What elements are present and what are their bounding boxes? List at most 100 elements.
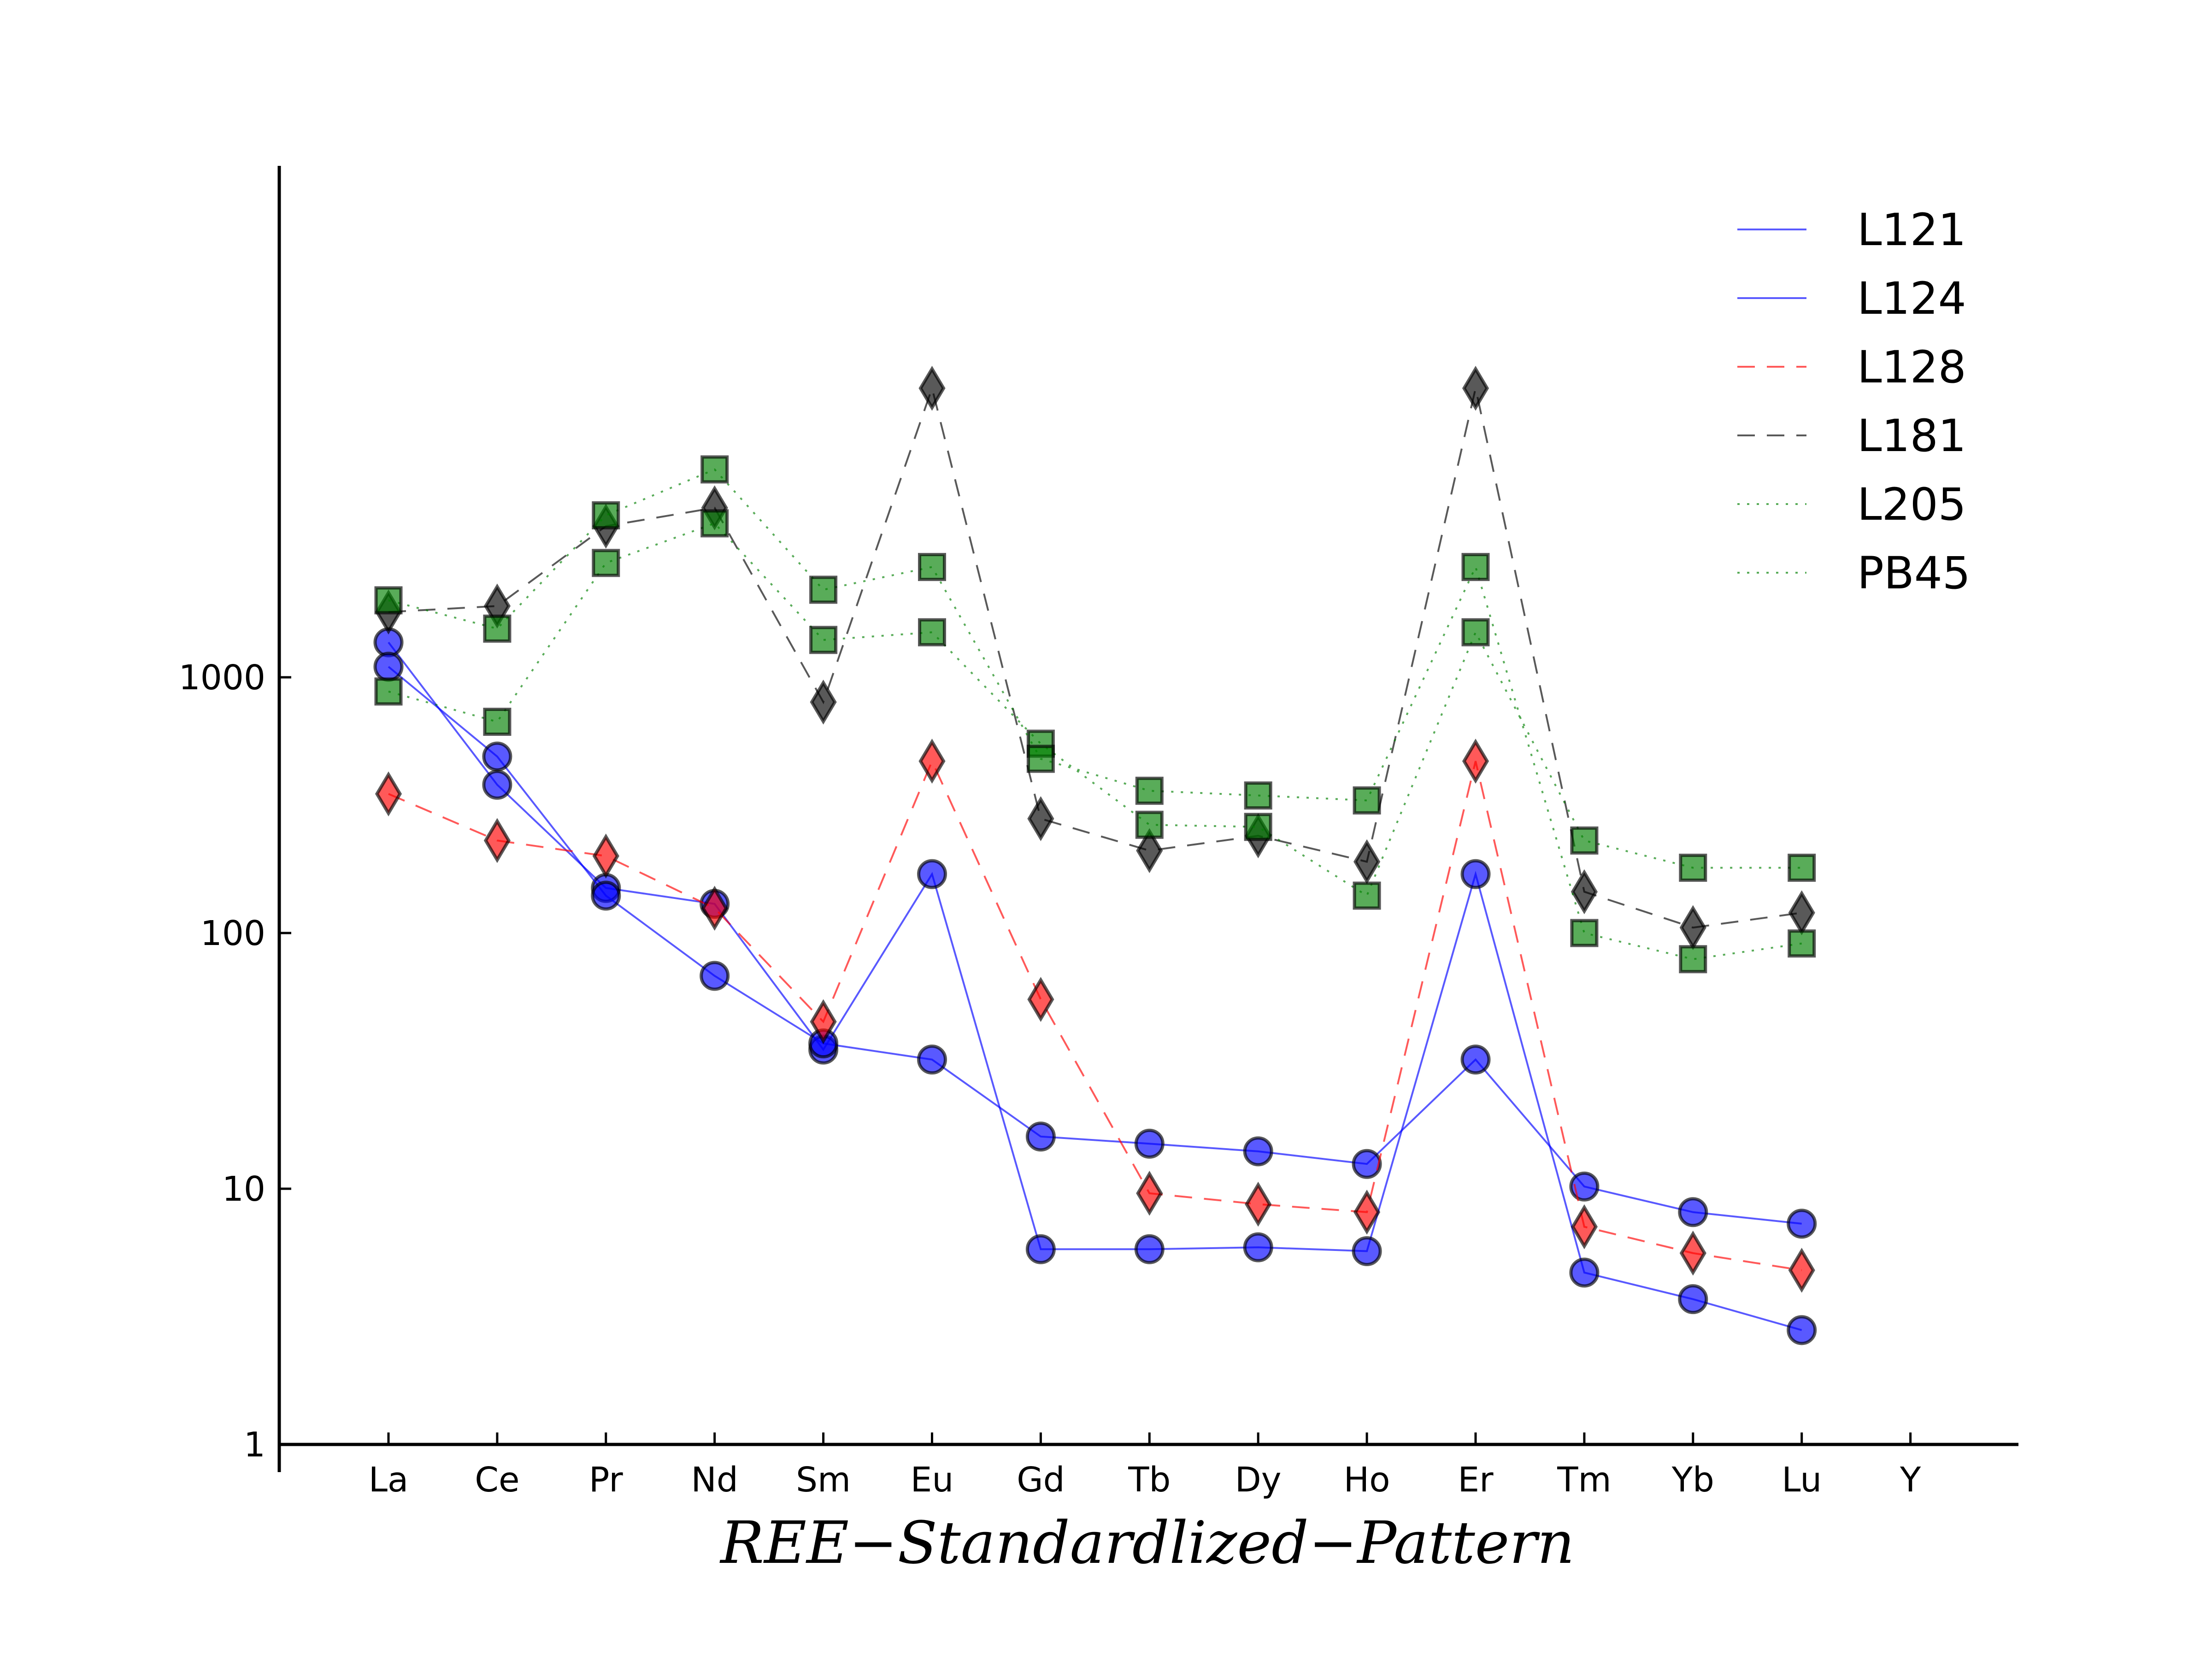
legend-label-L121: L121 [1857,204,1966,256]
data-point-L124-Er [1460,1045,1491,1075]
y-tick-label: 10 [222,1169,265,1209]
x-tick-label: Dy [1235,1460,1282,1500]
data-point-L181-Ho [1353,839,1381,885]
data-point-L128-Pr [592,833,619,879]
data-point-L128-Ce [483,818,511,863]
series-L128 [375,739,1815,1293]
data-point-L121-Er [1460,859,1491,889]
data-point-L124-Gd [1025,1121,1056,1152]
data-point-L121-Yb [1678,1284,1708,1315]
data-point-L121-Tm [1569,1257,1600,1288]
data-point-L181-Yb [1679,905,1706,951]
x-tick-label: Tb [1128,1460,1171,1500]
series-L121 [373,627,1817,1345]
series-L205 [374,509,1816,910]
data-point-L128-Tb [1136,1170,1163,1216]
data-point-PB45-Ce [483,614,512,643]
data-point-L205-Pr [592,549,620,577]
data-point-L205-Yb [1679,853,1707,882]
data-point-L121-Ho [1352,1236,1382,1266]
data-point-L128-Yb [1679,1230,1706,1276]
series-line-L121 [388,641,1802,1331]
legend: L121 L124 L128 L181 L205 PB45 [1737,204,1971,599]
data-point-L205-Dy [1244,813,1272,841]
x-tick-label: Lu [1782,1460,1822,1500]
data-point-PB45-Yb [1679,945,1707,974]
data-point-L121-Ce [482,769,512,800]
data-point-L128-Eu [918,739,946,784]
data-point-L128-Tm [1571,1204,1598,1250]
data-point-PB45-Nd [700,455,729,484]
y-tick-label: 1000 [179,658,265,698]
x-tick-label: Nd [691,1460,738,1500]
data-point-L205-Ce [483,708,512,736]
data-point-L128-Er [1462,739,1489,784]
data-point-L205-La [374,677,403,706]
data-point-L124-Ho [1352,1149,1382,1179]
x-tick-label: Sm [796,1460,851,1500]
data-point-PB45-Tm [1570,919,1599,947]
series-line-L181 [388,385,1802,929]
data-point-L121-Tb [1134,1234,1165,1264]
data-point-L124-Pr [591,880,621,911]
data-point-L181-Tb [1136,828,1163,874]
series-L181 [375,365,1815,951]
y-tick-label: 100 [200,914,265,953]
legend-label-L181: L181 [1857,410,1966,462]
data-point-L205-Lu [1788,853,1816,882]
x-tick-label: Yb [1671,1460,1714,1500]
series-line-L124 [388,666,1802,1225]
x-tick-label: Eu [911,1460,954,1500]
data-point-PB45-Eu [918,553,946,581]
data-point-PB45-Sm [809,575,838,604]
data-point-L124-Eu [917,1045,947,1075]
data-point-L124-Yb [1678,1197,1708,1227]
data-point-L121-Gd [1025,1234,1056,1264]
data-point-L124-Lu [1787,1209,1817,1239]
x-tick-label: La [369,1460,409,1500]
data-point-L128-Lu [1788,1248,1815,1293]
y-tick-label: 1 [244,1425,265,1465]
data-point-L181-Gd [1027,796,1054,841]
legend-label-L124: L124 [1857,273,1966,324]
data-point-PB45-La [374,586,403,615]
data-point-L205-Tm [1570,826,1599,855]
data-point-L205-Er [1461,618,1490,646]
data-point-L124-Nd [700,961,730,991]
data-point-L128-Sm [810,999,837,1045]
x-tick-label: Ho [1344,1460,1390,1500]
data-point-L181-Lu [1788,890,1815,935]
data-point-L124-Tm [1569,1171,1600,1202]
data-point-L124-Dy [1243,1136,1273,1167]
data-point-L128-Nd [701,886,728,931]
data-point-L124-Ce [482,741,512,772]
data-point-PB45-Lu [1788,929,1816,958]
data-point-L205-Tb [1135,810,1164,839]
data-point-PB45-Pr [592,501,620,529]
x-tick-label: Y [1900,1460,1921,1500]
data-point-L128-Gd [1027,977,1054,1022]
series-L124 [373,651,1817,1239]
data-point-PB45-Dy [1244,781,1272,810]
data-point-L121-Dy [1243,1232,1273,1262]
data-point-PB45-Tb [1135,776,1164,805]
data-point-PB45-Gd [1026,745,1055,773]
legend-label-PB45: PB45 [1857,547,1971,599]
data-point-L128-La [375,771,402,816]
data-point-L121-Lu [1787,1315,1817,1345]
series-layer [373,365,1817,1345]
data-point-L124-La [373,651,404,682]
data-point-L205-Sm [809,626,838,654]
x-axis-title: REE−Standardlized−Pattern [719,1509,1575,1577]
data-point-L181-Tm [1571,869,1598,915]
data-point-L181-Eu [918,365,946,411]
data-point-PB45-Ho [1353,786,1381,815]
legend-label-L205: L205 [1857,479,1966,530]
data-point-L128-Dy [1245,1181,1272,1227]
series-PB45 [374,455,1816,974]
x-tick-label: Ce [475,1460,519,1500]
x-tick-label: Er [1458,1460,1494,1500]
axes: 1 10 100 1000 La Ce Pr Nd Sm Eu Gd Tb Dy Ho Er Tm Yb Lu Y [179,166,2018,1500]
